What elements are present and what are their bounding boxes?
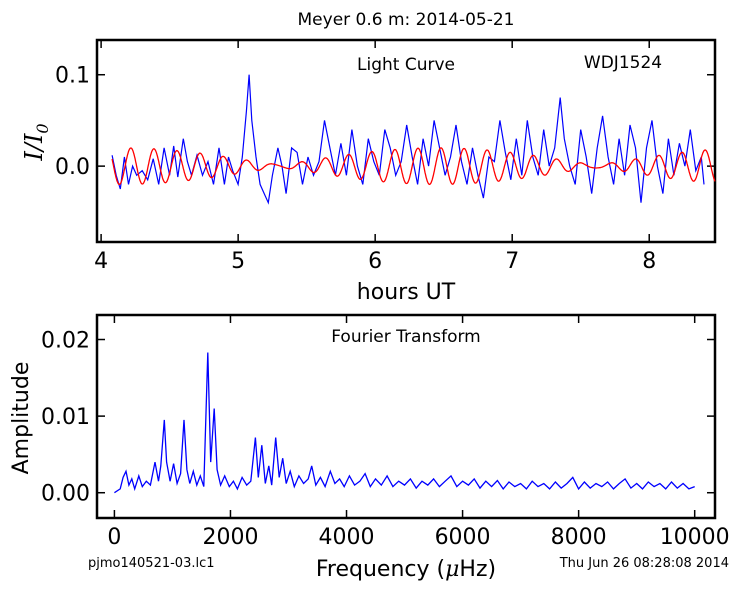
ylabel-main: I/I bbox=[20, 133, 48, 162]
y-tick-label: 0.0 bbox=[55, 155, 90, 180]
x-tick-label: 8 bbox=[642, 249, 656, 274]
x-tick-label: 5 bbox=[231, 249, 245, 274]
light-curve-xlabel: hours UT bbox=[357, 280, 456, 305]
footer-left: pjmo140521-03.lc1 bbox=[88, 556, 215, 571]
y-tick-label: 0.1 bbox=[55, 64, 90, 89]
light-curve-annotation: Light Curve bbox=[357, 55, 455, 75]
light-curve-ylabel: I/I0 bbox=[20, 123, 52, 161]
xlabel-mu: μ bbox=[445, 557, 459, 582]
fourier-xlabel: Frequency (μHz) bbox=[316, 557, 496, 582]
light-curve-frame bbox=[95, 38, 717, 244]
fourier-annotation: Fourier Transform bbox=[331, 327, 480, 347]
ylabel-subscript: 0 bbox=[33, 123, 52, 133]
y-tick-label: 0.02 bbox=[41, 329, 90, 354]
x-tick-label: 10000 bbox=[660, 525, 730, 550]
x-tick-label: 6 bbox=[368, 249, 382, 274]
x-tick-label: 2000 bbox=[202, 525, 258, 550]
light-curve-panel: 4 5 6 7 8 0.1 0.0 Light Curve WDJ1524 hours UT… bbox=[20, 38, 717, 305]
svg-text:I/I0: I/I0 bbox=[20, 123, 52, 161]
figure-title: Meyer 0.6 m: 2014-05-21 bbox=[298, 10, 515, 30]
fourier-ylabel: Amplitude bbox=[9, 362, 34, 475]
xlabel-end: Hz) bbox=[459, 557, 496, 582]
y-tick-label: 0.01 bbox=[41, 405, 90, 430]
fourier-amplitude-line bbox=[114, 352, 695, 494]
fourier-panel: 0 2000 4000 6000 8000 10000 0.02 0.01 0.00 Fouri… bbox=[9, 313, 730, 582]
y-tick-label: 0.00 bbox=[41, 482, 90, 507]
x-tick-label: 4 bbox=[94, 249, 108, 274]
footer-right: Thu Jun 26 08:28:08 2014 bbox=[559, 556, 729, 571]
light-curve-model-line bbox=[111, 147, 716, 186]
light-curve-data-line bbox=[111, 74, 705, 205]
xlabel-main: Frequency ( bbox=[316, 557, 445, 582]
object-annotation: WDJ1524 bbox=[584, 53, 662, 73]
x-tick-label: 7 bbox=[505, 249, 519, 274]
x-tick-label: 4000 bbox=[319, 525, 375, 550]
fourier-marks: 0 2000 4000 6000 8000 10000 0.02 0.01 0.00 bbox=[41, 315, 730, 550]
x-tick-label: 0 bbox=[107, 525, 121, 550]
x-tick-label: 8000 bbox=[551, 525, 607, 550]
light-curve-marks: 4 5 6 7 8 0.1 0.0 bbox=[55, 40, 716, 274]
x-tick-label: 6000 bbox=[435, 525, 491, 550]
